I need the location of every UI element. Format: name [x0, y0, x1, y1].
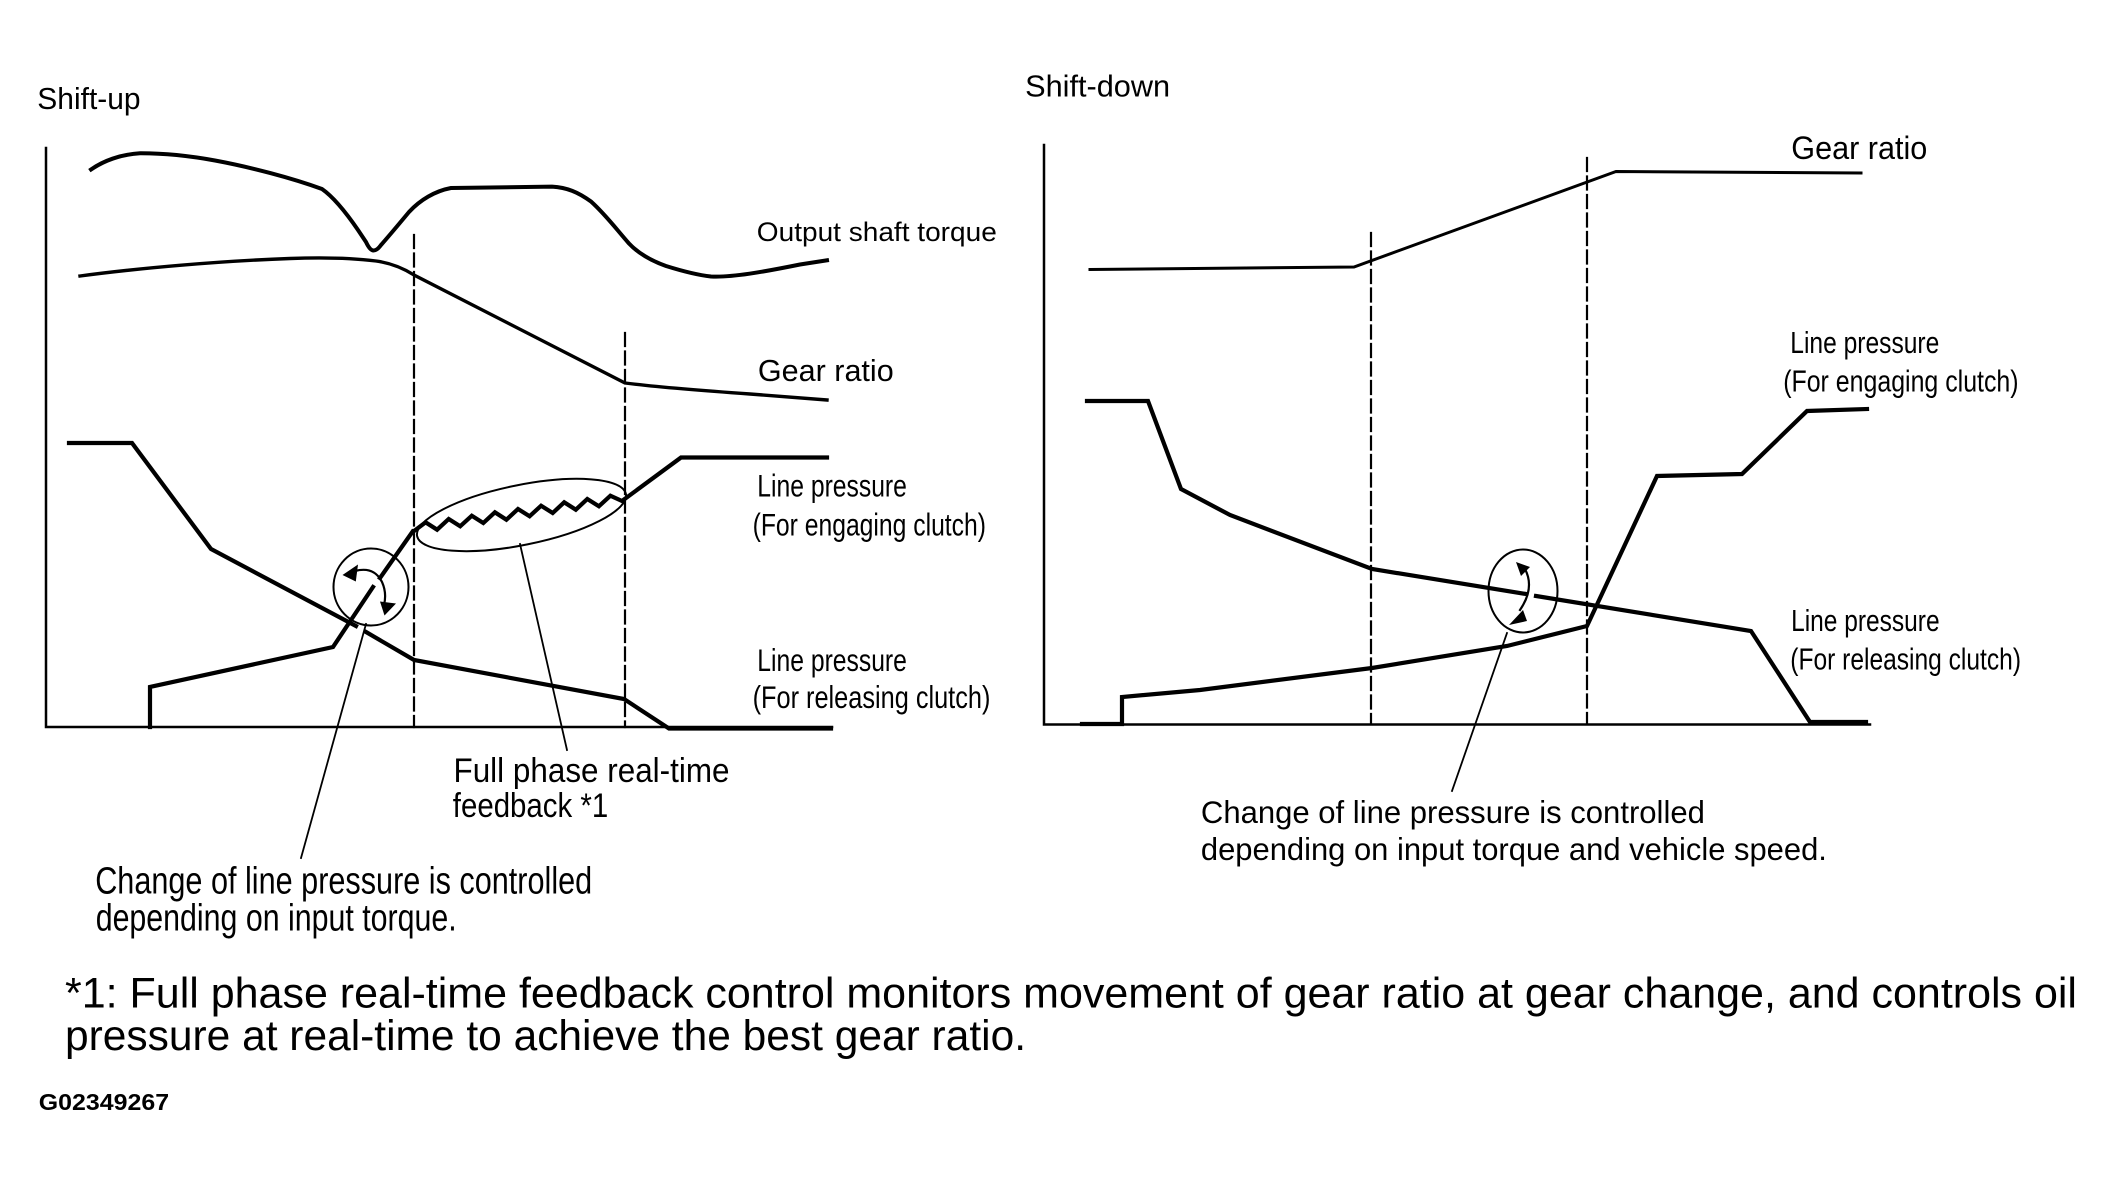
svg-text:Full phase real-time: Full phase real-time	[454, 752, 730, 790]
svg-text:Shift-down: Shift-down	[1025, 69, 1170, 103]
svg-text:*1: Full phase real-time feedb: *1: Full phase real-time feedback contro…	[65, 971, 2077, 1018]
svg-text:depending on input torque and: depending on input torque and vehicle sp…	[1201, 831, 1827, 867]
svg-text:(For engaging clutch): (For engaging clutch)	[1783, 364, 2018, 399]
svg-text:Output shaft torque: Output shaft torque	[757, 217, 997, 247]
svg-text:(For releasing clutch): (For releasing clutch)	[1790, 642, 2021, 677]
svg-text:(For engaging clutch): (For engaging clutch)	[753, 507, 986, 543]
svg-text:Change of line pressure is con: Change of line pressure is controlled	[95, 860, 592, 902]
svg-text:Line pressure: Line pressure	[1790, 325, 1939, 360]
svg-text:Gear ratio: Gear ratio	[758, 354, 894, 388]
svg-text:Gear ratio: Gear ratio	[1791, 130, 1927, 166]
svg-text:depending on input torque.: depending on input torque.	[96, 897, 457, 939]
svg-text:feedback *1: feedback *1	[453, 787, 608, 825]
svg-text:Change of line pressure is con: Change of line pressure is controlled	[1201, 794, 1705, 830]
svg-text:(For releasing clutch): (For releasing clutch)	[753, 679, 991, 715]
svg-text:Shift-up: Shift-up	[37, 82, 140, 116]
svg-text:Line pressure: Line pressure	[757, 642, 907, 678]
svg-text:pressure at real-time to achie: pressure at real-time to achieve the bes…	[65, 1013, 1026, 1060]
svg-text:Line pressure: Line pressure	[1791, 603, 1940, 638]
svg-text:Line pressure: Line pressure	[757, 468, 907, 504]
svg-text:G02349267: G02349267	[39, 1089, 169, 1115]
